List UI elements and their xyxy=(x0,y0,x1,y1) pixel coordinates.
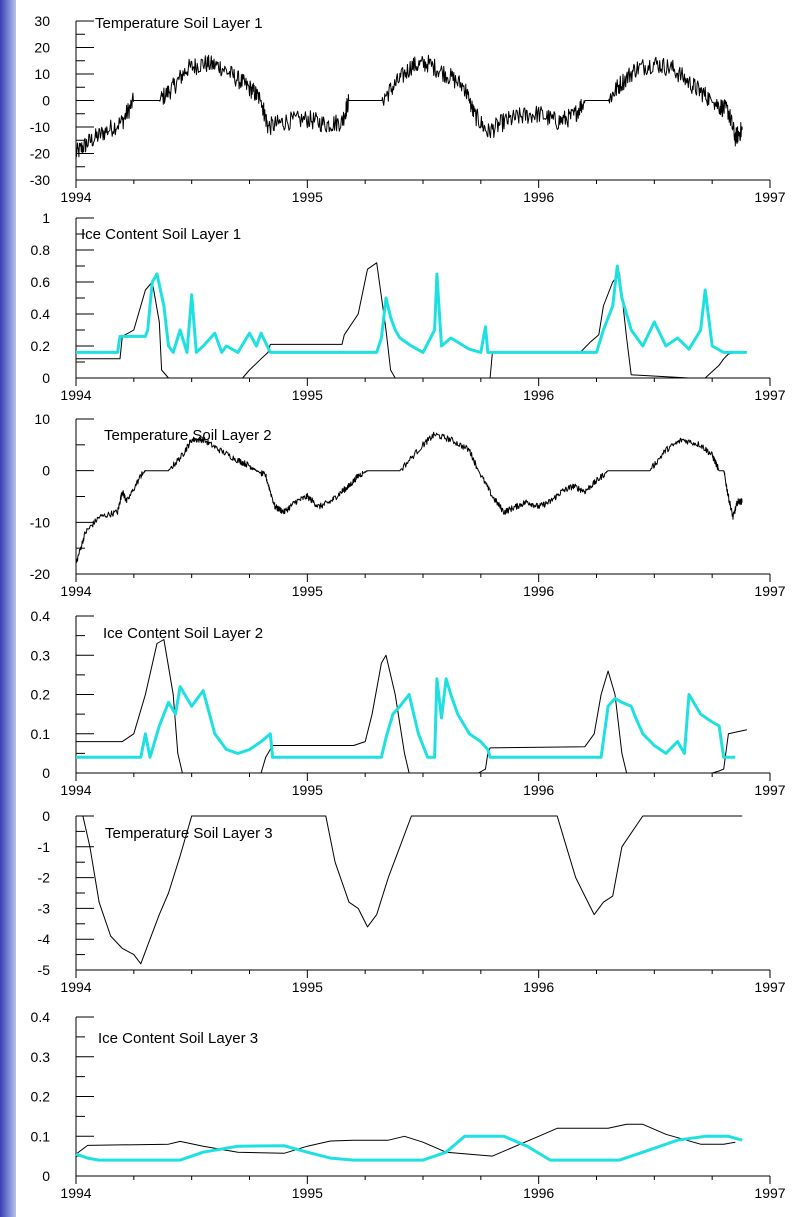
y-tick-label: 0 xyxy=(42,765,50,781)
y-tick-label: -10 xyxy=(30,119,50,135)
series-line-black-1 xyxy=(75,1123,736,1157)
y-tick-label: -5 xyxy=(38,962,51,978)
y-tick-label: 0.4 xyxy=(31,306,51,322)
series-line-cyan-2 xyxy=(76,264,747,354)
chart-panel-4: 0 0.1 0.2 0.3 0.4 1994 1995 1996 1997 Ice Content… xyxy=(31,608,786,798)
y-tick-label: 0.8 xyxy=(31,242,51,258)
chart-title: Ice Content Soil Layer 2 xyxy=(103,625,263,642)
y-tick-label: 10 xyxy=(34,411,50,427)
chart-panel-6: 0 0.1 0.2 0.3 0.4 1994 1995 1996 1997 Ice Content… xyxy=(31,1009,786,1201)
series-line-black-1 xyxy=(75,54,743,158)
x-tick-label: 1997 xyxy=(754,387,785,403)
y-tick-label: 0 xyxy=(42,808,50,824)
sidebar-gradient-strip xyxy=(0,0,16,1217)
y-tick-label: 0 xyxy=(42,370,50,386)
x-tick-label: 1995 xyxy=(292,583,323,599)
x-tick-label: 1995 xyxy=(292,979,323,995)
x-tick-label: 1995 xyxy=(292,189,323,205)
y-tick-label: -2 xyxy=(38,870,51,886)
x-tick-label: 1996 xyxy=(523,979,554,995)
x-tick-label: 1995 xyxy=(292,387,323,403)
x-tick-label: 1996 xyxy=(523,583,554,599)
charts-panel: -30 -20 -10 0 10 20 30 1994 1995 1996 1997 Temperat… xyxy=(16,0,794,1217)
y-tick-label: 0.2 xyxy=(31,338,51,354)
y-tick-label: -30 xyxy=(30,172,50,188)
x-tick-label: 1996 xyxy=(523,387,554,403)
chart-title: Temperature Soil Layer 3 xyxy=(105,825,273,842)
series-line-black-1 xyxy=(75,431,743,564)
y-tick-label: -3 xyxy=(38,900,51,916)
y-tick-label: 0.3 xyxy=(31,647,51,663)
y-tick-label: 0.1 xyxy=(31,726,51,742)
y-tick-label: 0.6 xyxy=(31,274,51,290)
x-tick-label: 1996 xyxy=(523,782,554,798)
series-line-cyan-2 xyxy=(75,1134,743,1162)
y-tick-label: 0 xyxy=(42,1168,50,1184)
y-tick-label: -20 xyxy=(30,566,50,582)
chart-panel-5: -5 -4 -3 -2 -1 0 1994 1995 1996 1997 Temperature S… xyxy=(38,808,786,995)
y-tick-label: 0.4 xyxy=(31,608,51,624)
series-line-black-1 xyxy=(76,815,743,965)
x-tick-label: 1997 xyxy=(754,782,785,798)
x-tick-label: 1997 xyxy=(754,583,785,599)
chart-panel-1: -30 -20 -10 0 10 20 30 1994 1995 1996 1997 Temperat… xyxy=(30,13,786,205)
x-tick-label: 1997 xyxy=(754,1185,785,1201)
x-tick-label: 1996 xyxy=(523,1185,554,1201)
chart-title: Ice Content Soil Layer 1 xyxy=(81,226,241,243)
y-tick-label: 0 xyxy=(42,93,50,109)
x-tick-label: 1994 xyxy=(60,1185,91,1201)
series-line-black-1 xyxy=(76,262,736,379)
y-tick-label: 0 xyxy=(42,463,50,479)
y-tick-label: 0.2 xyxy=(31,1089,51,1105)
x-tick-label: 1994 xyxy=(60,387,91,403)
chart-title: Temperature Soil Layer 2 xyxy=(104,427,272,444)
chart-title: Temperature Soil Layer 1 xyxy=(95,15,263,32)
y-tick-label: 0.4 xyxy=(31,1009,51,1025)
y-tick-label: 20 xyxy=(34,40,50,56)
x-tick-label: 1994 xyxy=(60,189,91,205)
y-tick-label: 1 xyxy=(42,210,50,226)
x-tick-label: 1994 xyxy=(60,583,91,599)
y-tick-label: -1 xyxy=(38,839,51,855)
y-tick-label: -4 xyxy=(38,931,51,947)
chart-panel-2: 0 0.2 0.4 0.6 0.8 1 1994 1995 1996 1997 Ice Conten… xyxy=(31,210,786,403)
y-tick-label: -10 xyxy=(30,514,50,530)
y-tick-label: 10 xyxy=(34,66,50,82)
x-tick-label: 1996 xyxy=(523,189,554,205)
chart-title: Ice Content Soil Layer 3 xyxy=(98,1030,258,1047)
x-tick-label: 1995 xyxy=(292,782,323,798)
x-tick-label: 1997 xyxy=(754,189,785,205)
y-tick-label: 0.2 xyxy=(31,687,51,703)
series-line-cyan-2 xyxy=(76,677,736,759)
y-tick-label: 30 xyxy=(34,13,50,29)
x-tick-label: 1995 xyxy=(292,1185,323,1201)
chart-panel-3: -20 -10 0 10 1994 1995 1996 1997 Temperature Soi… xyxy=(30,411,786,599)
x-tick-label: 1997 xyxy=(754,979,785,995)
y-tick-label: -20 xyxy=(30,146,50,162)
x-tick-label: 1994 xyxy=(60,782,91,798)
y-tick-label: 0.1 xyxy=(31,1128,51,1144)
y-tick-label: 0.3 xyxy=(31,1049,51,1065)
x-tick-label: 1994 xyxy=(60,979,91,995)
